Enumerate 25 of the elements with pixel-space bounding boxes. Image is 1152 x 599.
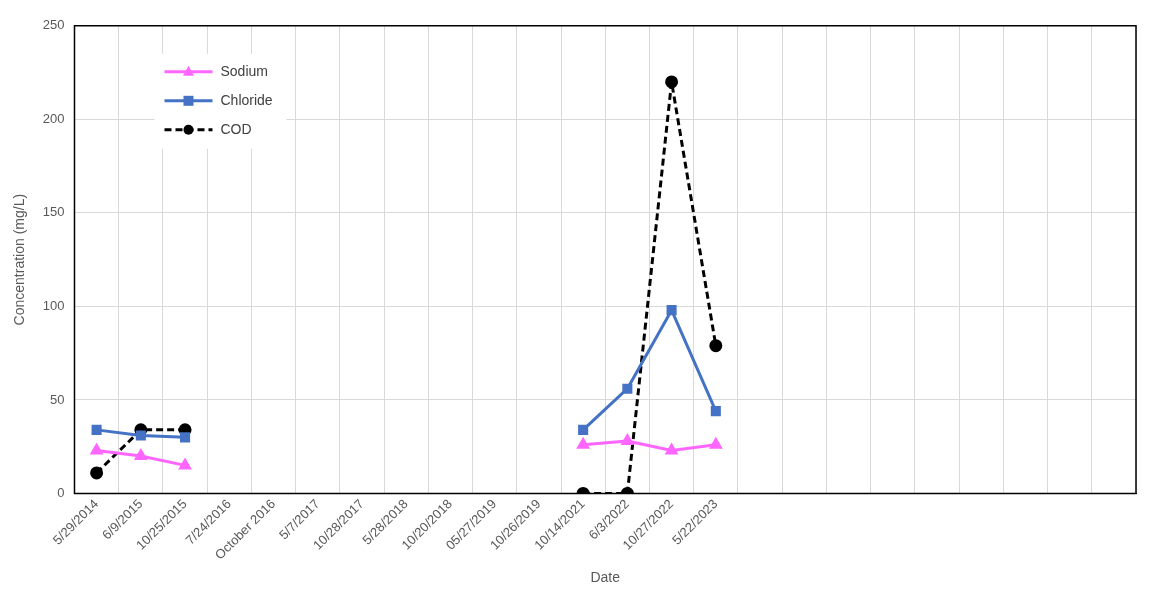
y-tick-label: 0 bbox=[57, 485, 65, 501]
point bbox=[709, 339, 723, 353]
point bbox=[710, 406, 721, 417]
y-tick-label: 200 bbox=[42, 110, 65, 126]
point bbox=[179, 458, 191, 470]
y-tick-label: 50 bbox=[50, 391, 65, 407]
point bbox=[622, 383, 633, 394]
point bbox=[135, 430, 146, 441]
y-axis-title: Concentration (mg/L) bbox=[11, 193, 28, 326]
point bbox=[180, 432, 191, 443]
y-tick-label: 250 bbox=[42, 17, 65, 33]
legend-label: COD bbox=[220, 120, 252, 137]
y-tick-label: 100 bbox=[42, 297, 65, 313]
legend-label: Chloride bbox=[220, 91, 273, 108]
point bbox=[90, 466, 104, 480]
point bbox=[621, 434, 634, 446]
point bbox=[91, 424, 102, 435]
y-tick-label: 150 bbox=[42, 204, 65, 220]
point bbox=[90, 443, 103, 455]
point bbox=[135, 449, 147, 461]
legend-label: Sodium bbox=[220, 62, 268, 79]
point bbox=[665, 443, 678, 455]
x-axis-title: Date bbox=[590, 569, 621, 586]
point bbox=[578, 424, 589, 435]
point bbox=[666, 305, 677, 316]
